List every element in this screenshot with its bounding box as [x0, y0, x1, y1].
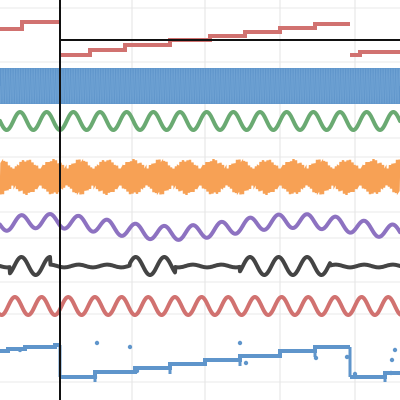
series-0-segment-0	[0, 20, 60, 31]
series-5-line	[0, 255, 400, 277]
series-7-segment-0	[0, 343, 60, 353]
series-7-point-9	[134, 368, 140, 374]
series-7-point-0	[94, 340, 100, 346]
series-0-segment-2	[350, 50, 400, 57]
series-6-line	[0, 295, 400, 317]
series-7-point-6	[389, 357, 395, 363]
series-7-point-10	[243, 360, 249, 366]
series-7-point-7	[388, 370, 394, 376]
series-4-line	[0, 212, 400, 242]
series-1-line	[0, 68, 400, 104]
reference-layer	[59, 0, 400, 400]
series-2-line	[0, 110, 400, 132]
series-0-segment-1	[60, 22, 350, 57]
series-7-point-11	[352, 371, 358, 377]
series-7-point-12	[392, 347, 398, 353]
series-7-point-8	[92, 374, 98, 380]
series-3-line	[0, 158, 400, 196]
series-7-point-2	[17, 347, 23, 353]
series-7-point-1	[127, 344, 133, 350]
series-7-point-3	[237, 340, 243, 346]
series-7-point-4	[313, 355, 319, 361]
series-7-segment-1	[60, 345, 350, 379]
series-7-point-5	[344, 354, 350, 360]
series-layer	[0, 20, 400, 382]
